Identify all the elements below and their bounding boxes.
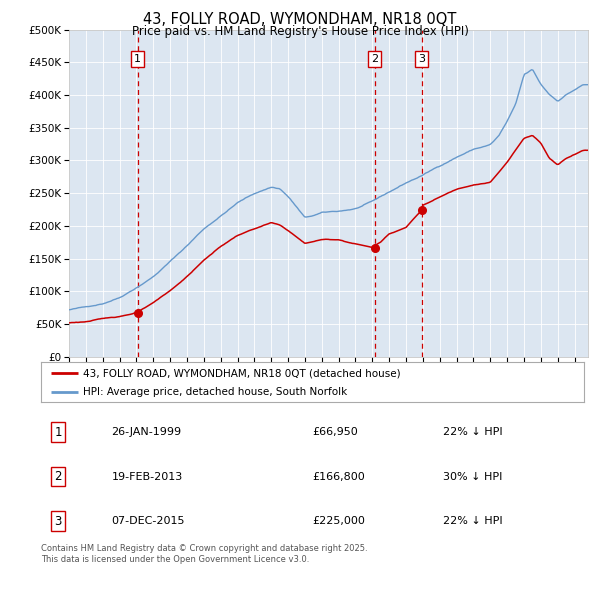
Text: 43, FOLLY ROAD, WYMONDHAM, NR18 0QT (detached house): 43, FOLLY ROAD, WYMONDHAM, NR18 0QT (det…: [83, 368, 401, 378]
Text: 3: 3: [55, 514, 62, 527]
Text: Contains HM Land Registry data © Crown copyright and database right 2025.: Contains HM Land Registry data © Crown c…: [41, 544, 367, 553]
Text: HPI: Average price, detached house, South Norfolk: HPI: Average price, detached house, Sout…: [83, 388, 347, 397]
Text: This data is licensed under the Open Government Licence v3.0.: This data is licensed under the Open Gov…: [41, 555, 309, 563]
Text: 3: 3: [418, 54, 425, 64]
Text: 19-FEB-2013: 19-FEB-2013: [112, 471, 183, 481]
Text: 43, FOLLY ROAD, WYMONDHAM, NR18 0QT: 43, FOLLY ROAD, WYMONDHAM, NR18 0QT: [143, 12, 457, 27]
Text: Price paid vs. HM Land Registry's House Price Index (HPI): Price paid vs. HM Land Registry's House …: [131, 25, 469, 38]
Text: 30% ↓ HPI: 30% ↓ HPI: [443, 471, 502, 481]
Text: 2: 2: [55, 470, 62, 483]
Text: 22% ↓ HPI: 22% ↓ HPI: [443, 427, 503, 437]
Text: £66,950: £66,950: [313, 427, 358, 437]
Text: 1: 1: [134, 54, 141, 64]
Text: £166,800: £166,800: [313, 471, 365, 481]
Text: 22% ↓ HPI: 22% ↓ HPI: [443, 516, 503, 526]
Text: 07-DEC-2015: 07-DEC-2015: [112, 516, 185, 526]
Text: 1: 1: [55, 426, 62, 439]
Text: £225,000: £225,000: [313, 516, 365, 526]
Text: 2: 2: [371, 54, 378, 64]
Text: 26-JAN-1999: 26-JAN-1999: [112, 427, 182, 437]
